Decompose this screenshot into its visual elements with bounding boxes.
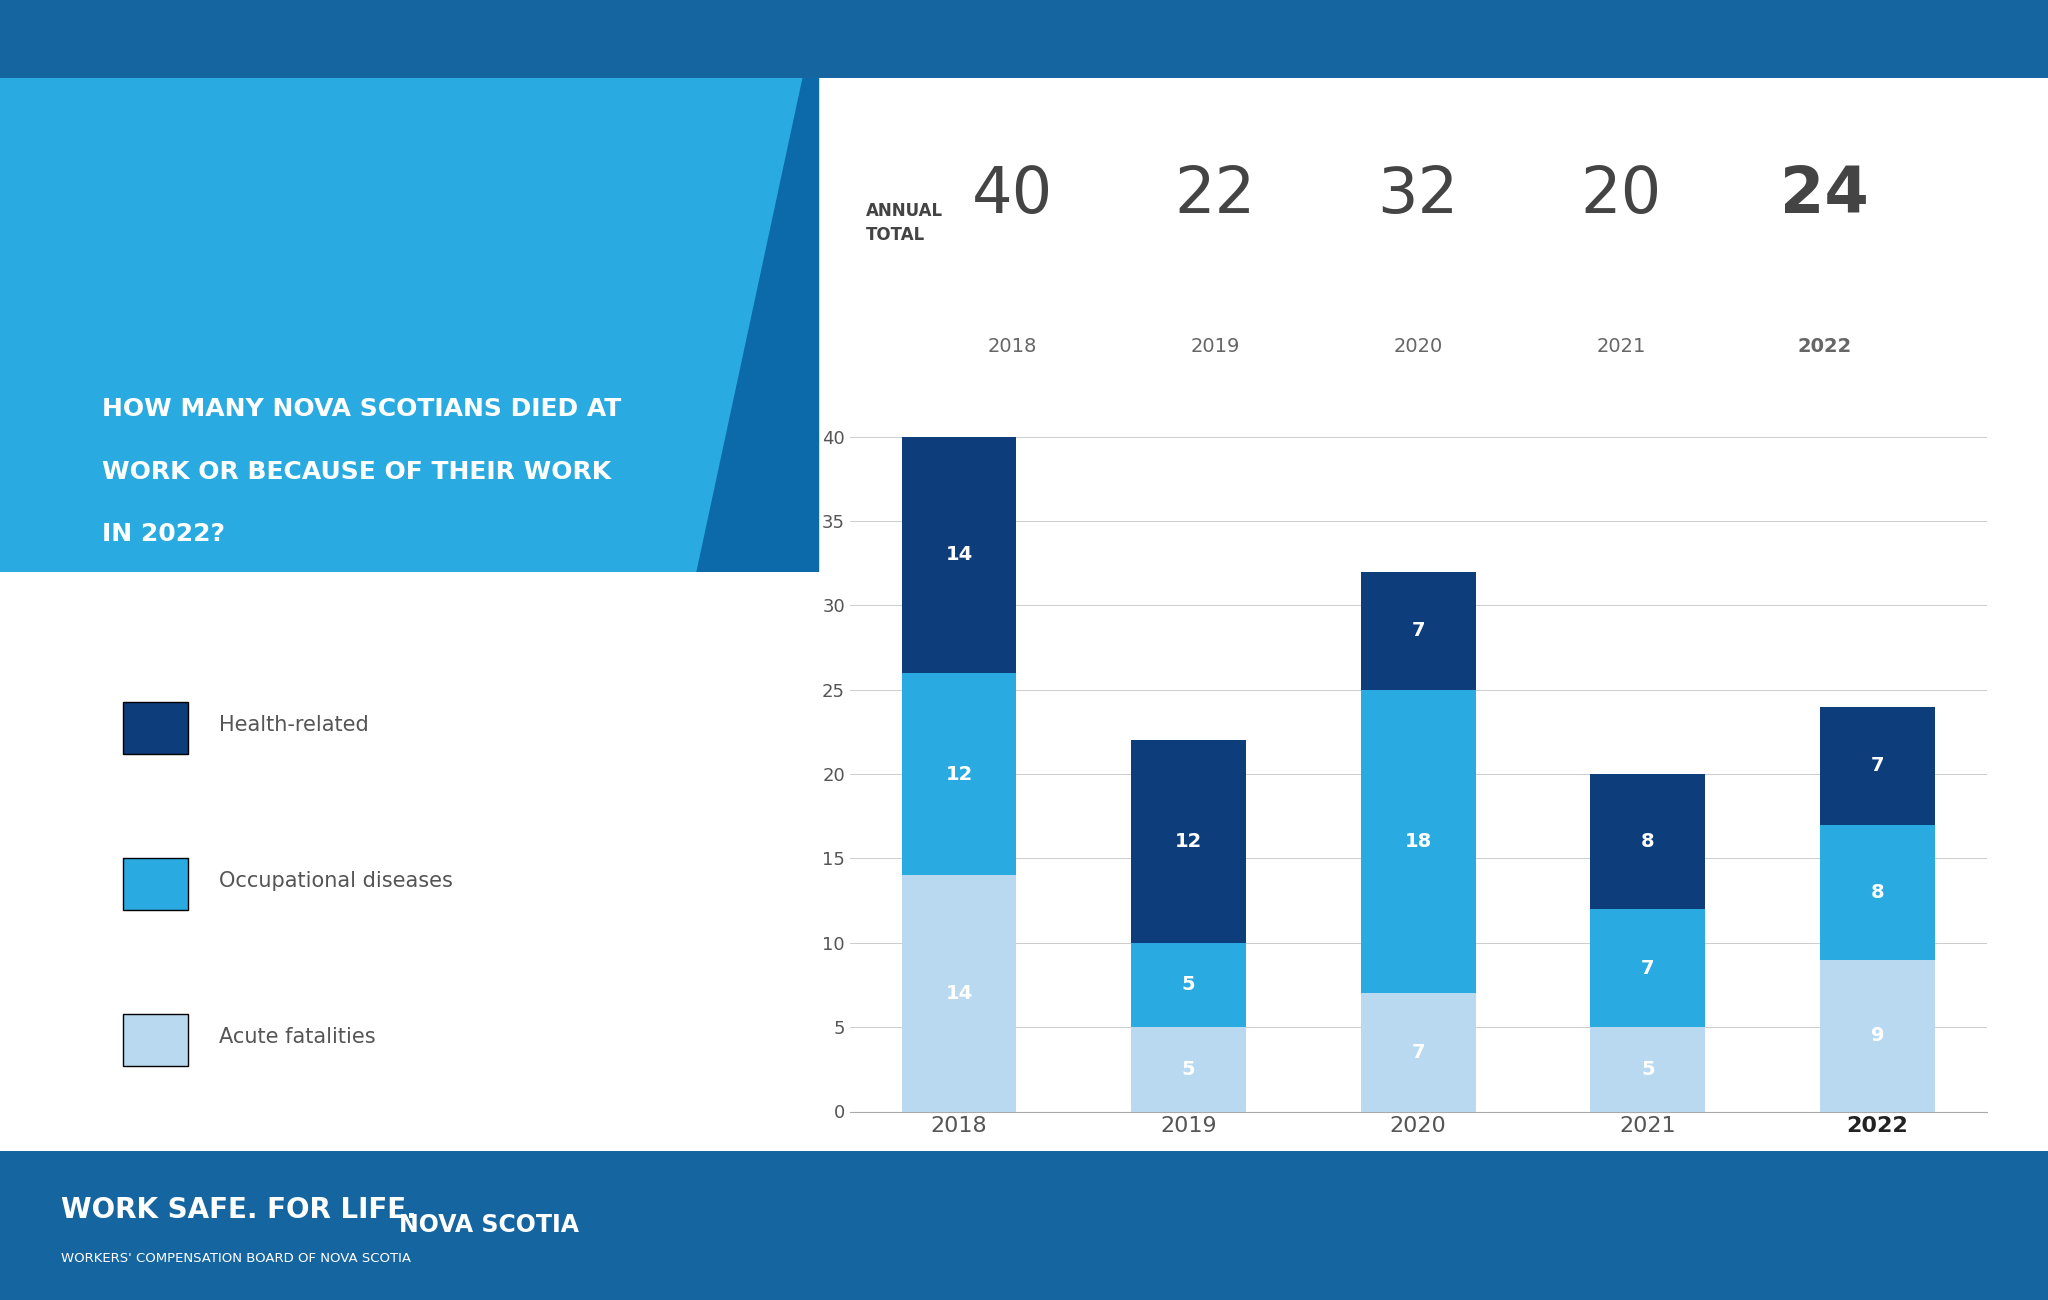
Bar	[1360, 993, 1477, 1112]
Text: Acute fatalities: Acute fatalities	[219, 1027, 375, 1048]
Bar	[901, 673, 1016, 875]
Text: 24: 24	[1780, 164, 1868, 226]
Bar	[1821, 707, 1935, 824]
FancyBboxPatch shape	[123, 1014, 188, 1066]
Text: Health-related: Health-related	[219, 715, 369, 736]
Text: 5: 5	[1182, 975, 1196, 994]
Text: 2021: 2021	[1597, 337, 1647, 356]
Text: WORK SAFE. FOR LIFE.: WORK SAFE. FOR LIFE.	[61, 1196, 418, 1225]
Polygon shape	[696, 0, 819, 572]
Polygon shape	[0, 0, 819, 572]
Text: 5: 5	[1182, 1060, 1196, 1079]
Text: 14: 14	[946, 984, 973, 1002]
Text: 7: 7	[1640, 958, 1655, 978]
Text: 2020: 2020	[1393, 337, 1444, 356]
Text: 22: 22	[1176, 164, 1255, 226]
Text: WORK OR BECAUSE OF THEIR WORK: WORK OR BECAUSE OF THEIR WORK	[102, 460, 612, 484]
Text: 2018: 2018	[987, 337, 1036, 356]
Bar	[1360, 572, 1477, 690]
Text: 12: 12	[946, 764, 973, 784]
Text: 2019: 2019	[1190, 337, 1239, 356]
Text: HOW MANY NOVA SCOTIANS DIED AT: HOW MANY NOVA SCOTIANS DIED AT	[102, 398, 623, 421]
Bar	[1130, 1027, 1245, 1112]
Text: ANNUAL
TOTAL: ANNUAL TOTAL	[866, 203, 944, 244]
Bar	[1130, 741, 1245, 942]
FancyBboxPatch shape	[123, 858, 188, 910]
Text: 40: 40	[971, 164, 1053, 226]
Text: IN 2022?: IN 2022?	[102, 523, 225, 546]
Text: 9: 9	[1870, 1026, 1884, 1045]
Text: 7: 7	[1870, 757, 1884, 775]
Text: Occupational diseases: Occupational diseases	[219, 871, 453, 892]
Polygon shape	[0, 0, 2048, 78]
Bar	[1591, 774, 1706, 909]
Bar	[1591, 909, 1706, 1027]
Text: 7: 7	[1411, 621, 1425, 640]
Text: 18: 18	[1405, 832, 1432, 852]
Text: 32: 32	[1378, 164, 1458, 226]
Bar	[901, 875, 1016, 1112]
Text: 14: 14	[946, 545, 973, 564]
Text: 8: 8	[1870, 883, 1884, 902]
FancyBboxPatch shape	[123, 702, 188, 754]
Text: NOVA SCOTIA: NOVA SCOTIA	[399, 1213, 580, 1238]
Bar	[1821, 824, 1935, 959]
Bar	[1130, 942, 1245, 1027]
Text: 12: 12	[1176, 832, 1202, 852]
Text: 2022: 2022	[1796, 337, 1851, 356]
Bar	[1360, 690, 1477, 993]
Text: 7: 7	[1411, 1043, 1425, 1062]
Text: 5: 5	[1640, 1060, 1655, 1079]
Text: 8: 8	[1640, 832, 1655, 852]
Bar	[1821, 959, 1935, 1112]
Text: 20: 20	[1581, 164, 1661, 226]
Text: WORKERS' COMPENSATION BOARD OF NOVA SCOTIA: WORKERS' COMPENSATION BOARD OF NOVA SCOT…	[61, 1252, 412, 1265]
Bar	[1591, 1027, 1706, 1112]
Bar	[901, 437, 1016, 673]
